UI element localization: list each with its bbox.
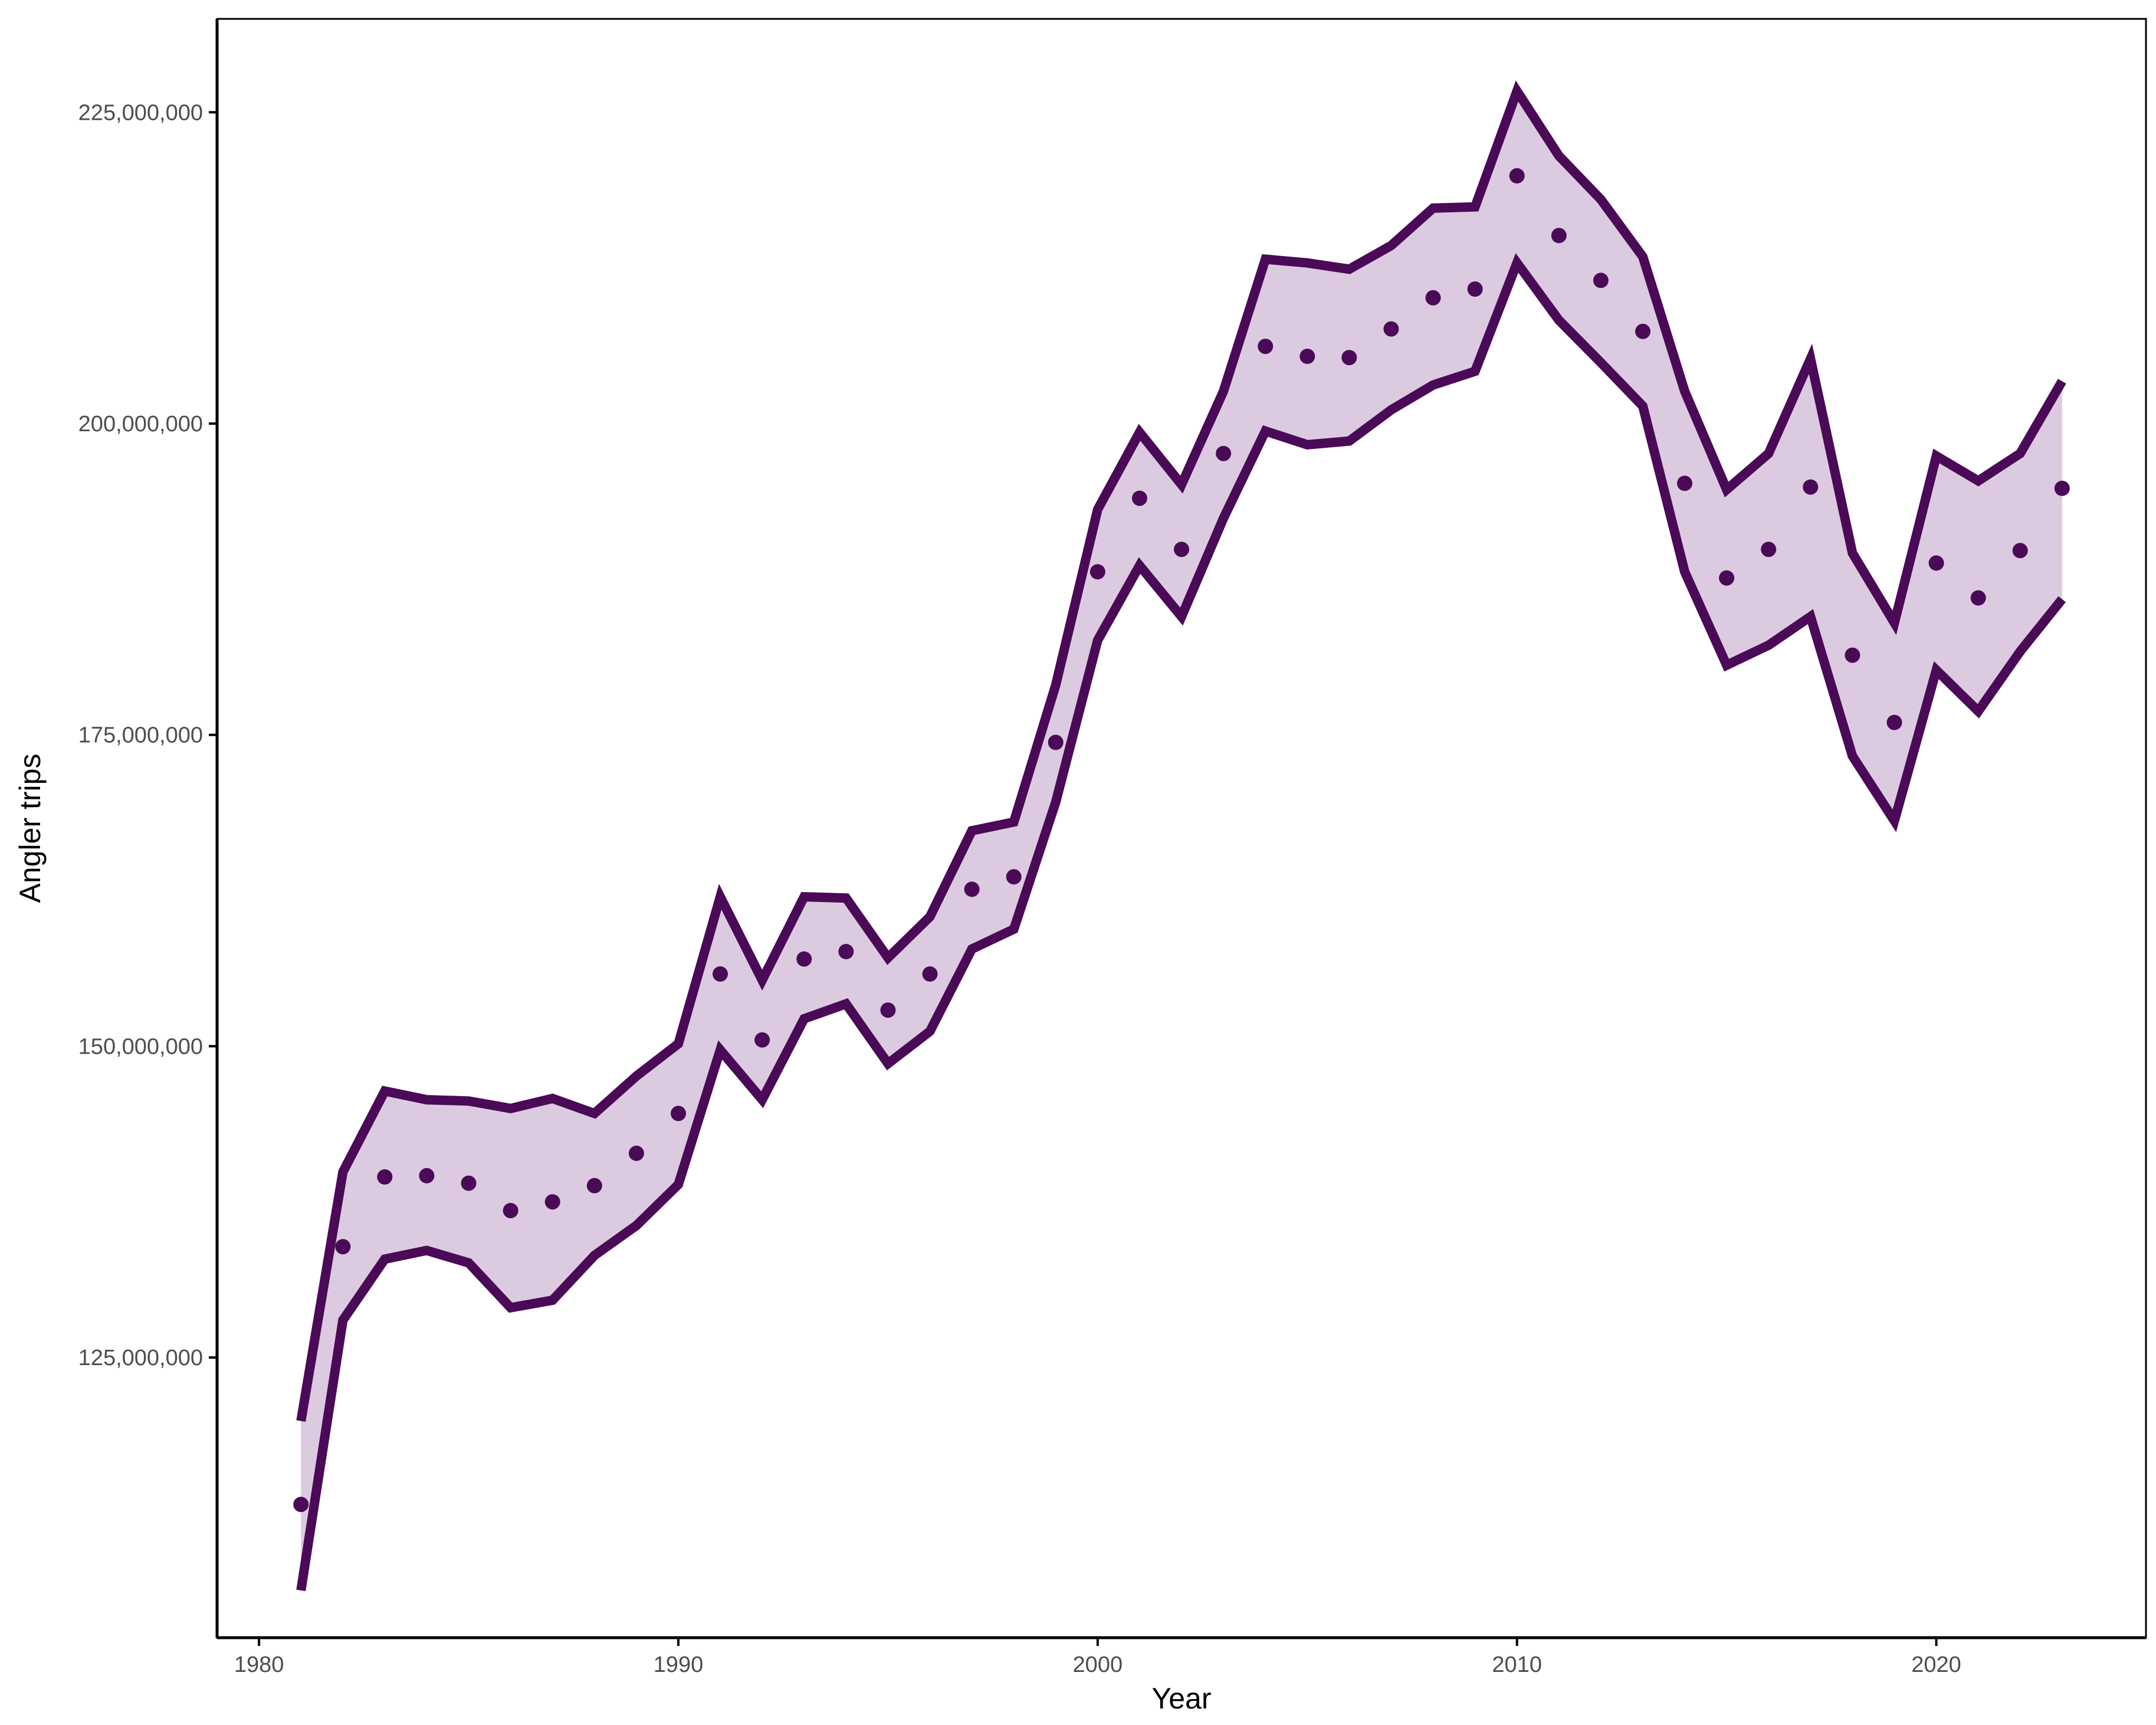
data-point-2009 <box>1467 281 1483 297</box>
data-point-2001 <box>1131 490 1147 506</box>
series-line-layer <box>296 80 2066 1592</box>
series-line-lower-bound <box>296 253 2066 1592</box>
x-tick-label: 2000 <box>1073 1652 1123 1677</box>
data-point-2023 <box>2054 480 2070 496</box>
y-tick-label: 150,000,000 <box>78 1034 203 1059</box>
data-point-1997 <box>964 881 980 897</box>
data-point-1985 <box>461 1175 477 1191</box>
data-point-2003 <box>1216 445 1232 461</box>
data-point-2014 <box>1677 475 1692 491</box>
x-tick-label: 2020 <box>1911 1652 1961 1677</box>
data-point-1998 <box>1006 869 1022 885</box>
data-point-2017 <box>1803 479 1819 495</box>
data-point-1992 <box>754 1032 770 1048</box>
data-point-2000 <box>1090 564 1105 580</box>
y-tick-label: 125,000,000 <box>78 1346 203 1370</box>
data-point-1999 <box>1048 734 1064 750</box>
data-point-1990 <box>671 1106 686 1121</box>
data-point-2002 <box>1174 542 1189 557</box>
x-axis-title: Year <box>1151 1682 1211 1715</box>
y-tick-label: 225,000,000 <box>78 100 203 125</box>
data-point-2022 <box>2012 543 2028 559</box>
data-point-2021 <box>1970 590 1986 606</box>
data-point-1993 <box>796 951 812 967</box>
data-point-1981 <box>293 1497 309 1513</box>
data-point-1987 <box>544 1194 560 1210</box>
data-point-2013 <box>1635 323 1650 339</box>
data-point-1989 <box>628 1145 644 1161</box>
data-point-2008 <box>1425 290 1441 306</box>
point-layer <box>293 168 2070 1513</box>
data-point-2015 <box>1719 570 1735 586</box>
data-point-1991 <box>713 966 728 982</box>
x-tick-label: 1980 <box>234 1652 284 1677</box>
x-tick-label: 1990 <box>654 1652 704 1677</box>
data-point-2019 <box>1886 714 1902 730</box>
y-axis-ticks: 125,000,000 150,000,000 175,000,000 200,000… <box>78 100 217 1370</box>
data-point-2018 <box>1845 647 1860 663</box>
data-point-2006 <box>1341 350 1357 366</box>
data-point-2007 <box>1383 321 1399 337</box>
data-point-1986 <box>503 1203 519 1218</box>
data-point-1982 <box>335 1239 351 1255</box>
x-tick-label: 2010 <box>1492 1652 1542 1677</box>
data-point-2020 <box>1928 555 1944 571</box>
data-point-1994 <box>838 944 854 959</box>
data-point-2005 <box>1299 349 1315 364</box>
x-axis-ticks: 1980 1990 2000 2010 2020 <box>234 1638 1961 1677</box>
y-tick-label: 175,000,000 <box>78 723 203 748</box>
data-point-2010 <box>1509 168 1525 183</box>
series-line-upper-bound <box>296 80 2066 1422</box>
y-axis-title: Angler trips <box>14 754 47 903</box>
data-point-1988 <box>586 1178 602 1193</box>
data-point-2004 <box>1258 339 1274 355</box>
data-point-2016 <box>1761 542 1777 557</box>
data-point-1984 <box>419 1168 435 1183</box>
data-point-1983 <box>377 1169 393 1185</box>
data-point-2012 <box>1593 273 1609 288</box>
data-point-2011 <box>1551 228 1567 244</box>
data-point-1995 <box>880 1002 896 1018</box>
y-tick-label: 200,000,000 <box>78 412 203 437</box>
data-point-1996 <box>922 966 938 982</box>
